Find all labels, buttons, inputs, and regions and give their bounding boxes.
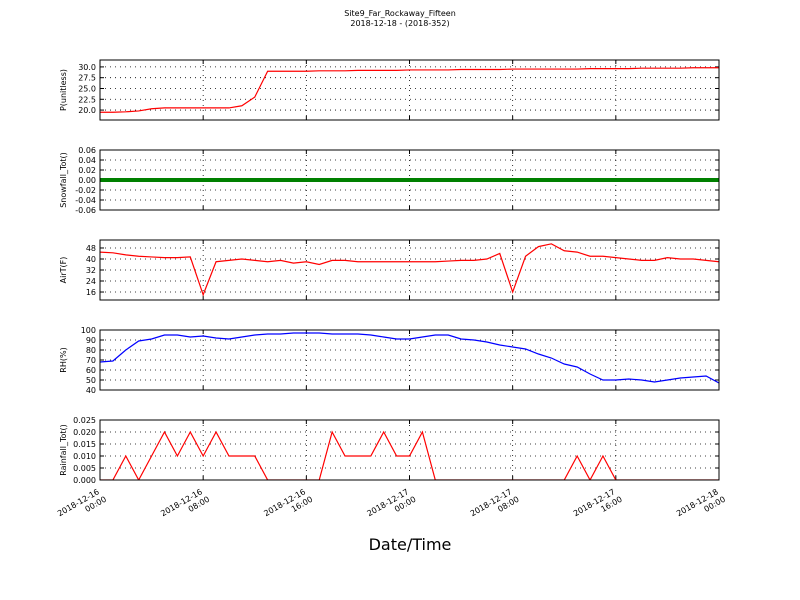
x-tick-label: 2018-12-17 00:00: [366, 486, 418, 527]
y-tick-label: -0.04: [75, 196, 96, 205]
y-tick-label: 27.5: [78, 74, 96, 83]
y-tick-label: 30.0: [78, 63, 96, 72]
plot-frame: [99, 149, 720, 211]
y-tick-label: 40: [86, 386, 96, 395]
plot-frame: [99, 329, 720, 391]
y-tick-label: 25.0: [78, 84, 96, 93]
y-tick-label: 70: [86, 356, 96, 365]
y-tick-label: 60: [86, 366, 96, 375]
y-tick-label: 48: [86, 244, 96, 253]
x-tick-label: 2018-12-17 08:00: [469, 486, 521, 527]
y-tick-label: 20.0: [78, 106, 96, 115]
y-axis-label: AirT(F): [59, 257, 68, 284]
y-tick-label: 32: [86, 266, 96, 275]
chart-title: Site9_Far_Rockaway_Fifteen: [344, 9, 456, 18]
y-tick-label: 22.5: [78, 95, 96, 104]
data-line: [100, 243, 719, 297]
y-axis-label: RH(%): [59, 347, 68, 372]
y-tick-label: 0.000: [73, 476, 96, 485]
y-tick-label: 0.00: [78, 176, 96, 185]
y-tick-label: 0.020: [73, 428, 96, 437]
x-tick-label: 2018-12-16 00:00: [56, 486, 108, 527]
x-tick-label: 2018-12-17 16:00: [572, 486, 624, 527]
y-tick-label: 100: [81, 326, 96, 335]
y-tick-label: 0.015: [73, 440, 96, 449]
y-tick-label: 80: [86, 346, 96, 355]
y-tick-label: 50: [86, 376, 96, 385]
data-line: [100, 332, 719, 384]
x-tick-label: 2018-12-16 16:00: [262, 486, 314, 527]
y-tick-label: 0.010: [73, 452, 96, 461]
plot-frame: [99, 239, 720, 301]
chart-subtitle: 2018-12-18 - (2018-352): [350, 19, 449, 28]
y-tick-label: 0.025: [73, 416, 96, 425]
plot-frame: [99, 59, 720, 121]
x-axis-label: Date/Time: [369, 535, 452, 554]
x-tick-label: 2018-12-16 08:00: [159, 486, 211, 527]
y-tick-label: 16: [86, 288, 96, 297]
y-axis-label: Snowfall_Tot(): [59, 152, 68, 208]
y-tick-label: 0.005: [73, 464, 96, 473]
data-line: [100, 67, 719, 113]
y-tick-label: 90: [86, 336, 96, 345]
y-tick-label: -0.06: [75, 206, 96, 215]
y-tick-label: -0.02: [75, 186, 96, 195]
y-axis-label: P(unitless): [59, 69, 68, 111]
x-tick-label: 2018-12-18 00:00: [675, 486, 727, 527]
y-axis-label: Rainfall_Tot(): [59, 424, 68, 476]
data-line: [100, 430, 719, 480]
y-tick-label: 0.04: [78, 156, 96, 165]
plot-frame: [99, 419, 720, 481]
y-tick-label: 0.02: [78, 166, 96, 175]
y-tick-label: 24: [86, 277, 96, 286]
y-tick-label: 0.06: [78, 146, 96, 155]
y-tick-label: 40: [86, 255, 96, 264]
